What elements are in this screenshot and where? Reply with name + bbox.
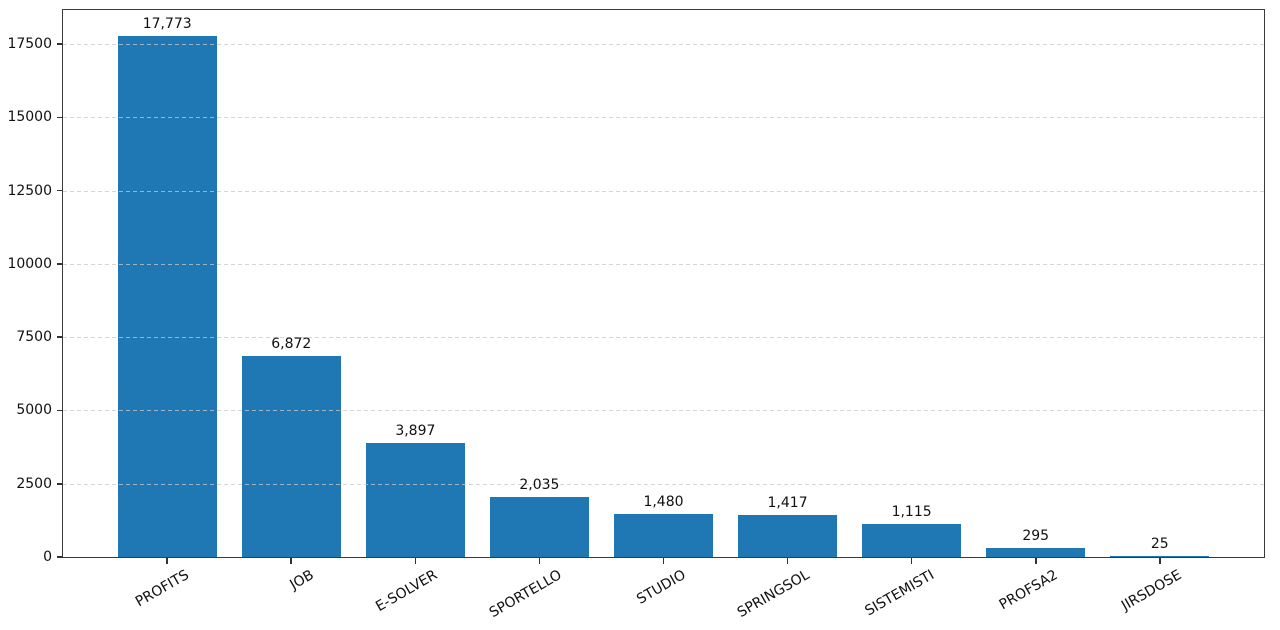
y-tick-label: 7500	[16, 329, 52, 346]
x-tick-label: SPORTELLO	[486, 567, 565, 622]
x-tick-label: JIRSDOSE	[1119, 567, 1185, 615]
bar-value-label: 6,872	[271, 335, 312, 352]
y-tick-mark	[56, 409, 63, 412]
x-tick-label: PROFSA2	[996, 567, 1061, 614]
gridline	[63, 117, 1264, 119]
y-tick-label: 10000	[7, 255, 52, 272]
x-tick-label: JOB	[286, 567, 317, 594]
x-tick-mark	[290, 558, 293, 564]
x-tick-mark	[662, 558, 665, 564]
gridline	[63, 483, 1264, 485]
y-tick-mark	[56, 336, 63, 338]
bar	[986, 548, 1086, 557]
bar-value-label: 17,773	[142, 16, 192, 33]
y-tick-label: 17500	[7, 36, 52, 53]
bar-value-label: 295	[1022, 528, 1050, 545]
y-tick-mark	[56, 43, 63, 45]
bar	[489, 497, 590, 557]
x-tick-mark	[1158, 558, 1161, 564]
y-tick-label: 0	[43, 549, 52, 565]
y-tick-mark	[56, 263, 63, 265]
plot-area	[62, 9, 1265, 558]
gridline	[63, 44, 1264, 46]
y-tick-mark	[56, 556, 63, 558]
y-tick-label: 5000	[16, 402, 52, 419]
x-tick-label: E-SOLVER	[373, 567, 441, 615]
y-tick-mark	[56, 189, 63, 192]
bar	[1110, 556, 1210, 557]
bar-value-label: 3,897	[395, 422, 436, 439]
y-tick-label: 12500	[7, 182, 52, 199]
gridline	[63, 190, 1264, 192]
y-tick-mark	[56, 482, 63, 485]
bar	[365, 442, 465, 557]
x-tick-label: STUDIO	[634, 567, 689, 608]
y-tick-label: 2500	[16, 475, 52, 492]
x-tick-mark	[538, 558, 541, 564]
bar	[117, 36, 217, 557]
x-tick-label: SPRINGSOL	[735, 567, 813, 621]
bar	[241, 355, 341, 557]
x-tick-mark	[166, 558, 168, 564]
gridline	[63, 263, 1264, 265]
bar	[862, 524, 962, 557]
bar-value-label: 2,035	[519, 477, 560, 494]
x-tick-mark	[786, 558, 789, 564]
x-tick-mark	[1034, 558, 1037, 564]
gridline	[63, 337, 1264, 339]
bar	[737, 515, 838, 557]
bar-value-label: 1,417	[767, 495, 808, 512]
gridline	[63, 410, 1264, 412]
x-tick-label: SISTEMISTI	[861, 567, 937, 620]
y-tick-mark	[56, 116, 63, 119]
x-tick-mark	[414, 558, 417, 564]
x-tick-label: PROFITS	[133, 567, 193, 611]
bar-value-label: 1,480	[643, 493, 684, 510]
y-tick-label: 15000	[7, 109, 52, 126]
x-tick-mark	[910, 558, 913, 564]
bar-value-label: 1,115	[891, 504, 932, 521]
bar	[613, 513, 714, 557]
bar-value-label: 25	[1150, 536, 1169, 553]
